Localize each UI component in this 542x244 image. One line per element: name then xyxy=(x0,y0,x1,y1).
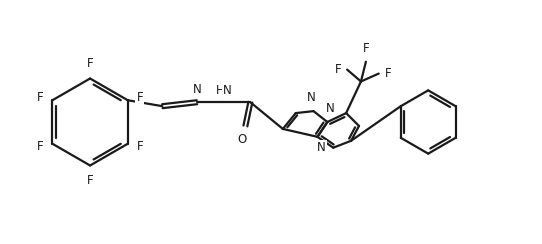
Text: H: H xyxy=(216,84,225,97)
Text: N: N xyxy=(223,84,232,97)
Text: F: F xyxy=(37,91,43,104)
Text: N: N xyxy=(192,83,201,96)
Text: N: N xyxy=(326,102,335,115)
Text: F: F xyxy=(385,67,391,80)
Text: F: F xyxy=(87,57,93,70)
Text: O: O xyxy=(238,133,247,146)
Text: F: F xyxy=(137,140,143,153)
Text: F: F xyxy=(137,91,143,104)
Text: F: F xyxy=(37,140,43,153)
Text: F: F xyxy=(334,63,341,76)
Text: N: N xyxy=(307,91,316,104)
Text: N: N xyxy=(317,141,325,154)
Text: F: F xyxy=(87,174,93,187)
Text: F: F xyxy=(363,42,369,55)
